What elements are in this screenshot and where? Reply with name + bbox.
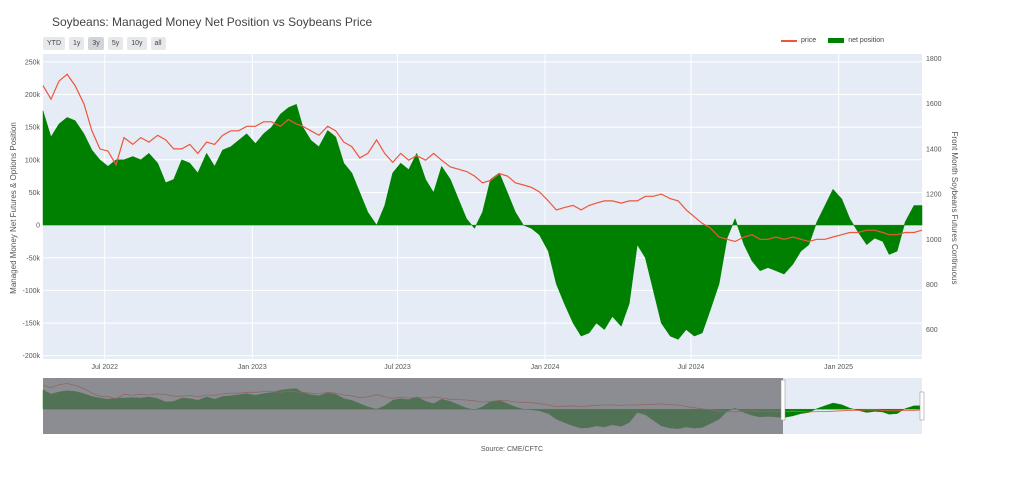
y-left-tick-label: -50k	[26, 255, 40, 262]
navigator-mask	[43, 378, 783, 434]
y-left-tick-label: -200k	[22, 353, 40, 360]
chart-title: Soybeans: Managed Money Net Position vs …	[52, 15, 373, 29]
navigator-handle-left[interactable]	[780, 379, 786, 421]
range-button-1y[interactable]: 1y	[69, 37, 85, 50]
legend-item-net-position[interactable]: net position	[828, 37, 884, 44]
price-line	[42, 73, 923, 243]
range-button-5y[interactable]: 5y	[107, 37, 124, 50]
y-right-tick-label: 1000	[926, 237, 942, 244]
legend-item-price[interactable]: price	[781, 37, 816, 44]
x-tick-label: Jan 2025	[824, 364, 853, 371]
y-left-tick-label: 250k	[25, 59, 41, 66]
net-position-area-group	[42, 103, 923, 340]
y-left-tick-label: -100k	[22, 288, 40, 295]
source-note: Source: CME/CFTC	[480, 446, 544, 453]
y-left-tick-label: -150k	[22, 321, 40, 328]
right-axis-ticks: 1800 1600 1400 1200 1000 800 600	[926, 56, 942, 334]
x-tick-label: Jan 2023	[238, 364, 267, 371]
legend: price net position	[781, 37, 884, 44]
y-left-tick-label: 0	[36, 223, 40, 230]
x-tick-label: Jul 2024	[678, 364, 705, 371]
y-left-tick-label: 100k	[25, 157, 41, 164]
legend-swatch-price	[781, 39, 797, 42]
legend-label-price: price	[801, 37, 817, 44]
y-left-axis-title: Managed Money Net Futures & Options Posi…	[9, 122, 18, 294]
range-button-10y[interactable]: 10y	[127, 37, 147, 50]
y-right-tick-label: 800	[926, 282, 938, 289]
x-tick-label: Jul 2022	[92, 364, 119, 371]
y-right-tick-label: 1200	[926, 192, 942, 199]
left-axis-ticks: 250k 200k 150k 100k 50k 0 -50k -100k -150k -200k	[22, 59, 40, 360]
range-button-3y[interactable]: 3y	[88, 37, 104, 50]
range-button-all[interactable]: all	[150, 37, 166, 50]
net-position-area	[42, 103, 923, 340]
y-left-tick-label: 50k	[29, 190, 41, 197]
legend-label-net-position: net position	[848, 37, 884, 44]
x-axis-ticks: Jul 2022 Jan 2023 Jul 2023 Jan 2024 Jul 2024…	[92, 364, 854, 371]
y-right-tick-label: 1600	[926, 101, 942, 108]
y-left-tick-label: 200k	[25, 92, 41, 99]
y-right-axis-title: Front Month Soybeans Futures Continuous	[950, 132, 959, 285]
price-line-group	[42, 73, 923, 243]
range-navigator[interactable]	[42, 378, 925, 434]
range-button-ytd[interactable]: YTD	[43, 37, 65, 50]
x-tick-label: Jan 2024	[531, 364, 560, 371]
y-right-tick-label: 1800	[926, 56, 942, 63]
x-tick-label: Jul 2023	[384, 364, 411, 371]
legend-swatch-net-position	[828, 38, 845, 43]
y-right-tick-label: 600	[926, 327, 938, 334]
y-left-tick-label: 150k	[25, 125, 41, 132]
range-selector: YTD 1y 3y 5y 10y all	[43, 37, 166, 50]
navigator-handle-right[interactable]	[919, 391, 925, 421]
y-right-tick-label: 1400	[926, 146, 942, 153]
